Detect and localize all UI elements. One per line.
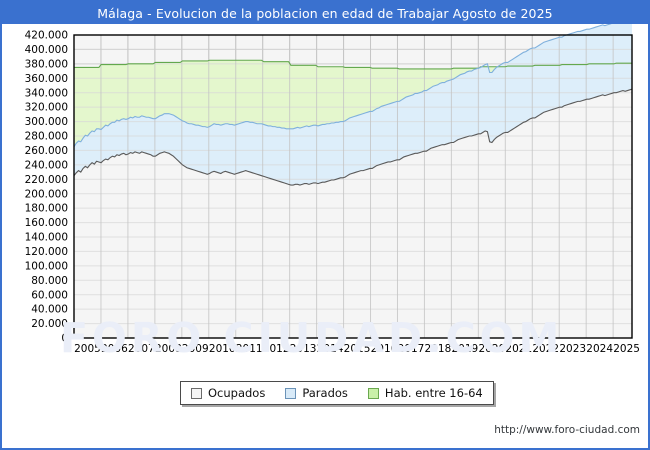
- y-axis-tick-label: 100.000: [25, 260, 68, 272]
- y-axis-tick-label: 20.000: [31, 318, 68, 330]
- legend-item-parados[interactable]: Parados: [285, 386, 348, 400]
- chart-legend: Ocupados Parados Hab. entre 16-64: [180, 381, 494, 405]
- y-axis-tick-label: 420.000: [25, 30, 68, 42]
- x-axis-tick-label: 2020: [478, 343, 505, 355]
- x-axis-tick-label: 2015: [344, 343, 371, 355]
- y-axis-tick-label: 80.000: [31, 275, 68, 287]
- x-axis-tick-label: 2022: [532, 343, 559, 355]
- legend-swatch-ocupados: [191, 387, 202, 399]
- y-axis-tick-label: 300.000: [25, 116, 68, 128]
- y-axis-tick-label: 400.000: [25, 44, 68, 56]
- legend-item-ocupados[interactable]: Ocupados: [191, 386, 265, 400]
- x-axis-tick-label: 2024: [586, 343, 613, 355]
- y-axis-tick-label: 320.000: [25, 102, 68, 114]
- chart-plot-container: FORO CIUDAD.COM 0 20.000 40.000 60.000 80.00…: [2, 24, 648, 448]
- x-axis-tick-label: 2013: [290, 343, 317, 355]
- x-axis-tick-label: 2008: [155, 343, 182, 355]
- legend-label-ocupados: Ocupados: [208, 386, 266, 400]
- window-title-bar: Málaga - Evolucion de la poblacion en ed…: [2, 2, 648, 24]
- line-parados: [73, 24, 612, 148]
- y-axis-tick-label: 60.000: [31, 289, 68, 301]
- x-axis-tick-label: 2016: [371, 343, 398, 355]
- y-axis-tick-label: 140.000: [25, 232, 68, 244]
- area-parados: [74, 24, 632, 186]
- x-axis-tick-label: 2009: [182, 343, 209, 355]
- legend-swatch-parados: [285, 387, 297, 399]
- line-ocupados: [73, 88, 633, 186]
- x-axis-tick-label: 2021: [505, 343, 532, 355]
- y-axis-tick-label: 380.000: [25, 58, 68, 70]
- legend-swatch-hab-16-64: [367, 387, 379, 399]
- y-axis-tick-label: 200.000: [25, 188, 68, 200]
- x-axis-tick-label: 2017: [398, 343, 425, 355]
- y-axis-tick-label: 120.000: [25, 246, 68, 258]
- legend-label-hab-16-64: Hab. entre 16-64: [384, 386, 483, 400]
- x-axis-tick-label: 2010: [209, 343, 236, 355]
- y-axis-tick-label: 340.000: [25, 87, 68, 99]
- x-axis-tick-label: 2018: [425, 343, 452, 355]
- x-axis-tick-label: 2014: [317, 343, 344, 355]
- line-hab-16-64: [74, 59, 632, 70]
- footer-url[interactable]: http://www.foro-ciudad.com: [494, 424, 640, 436]
- y-axis-tick-label: 260.000: [25, 145, 68, 157]
- x-axis-tick-label: 2019: [452, 343, 479, 355]
- y-axis-tick-label: 280.000: [25, 131, 68, 143]
- y-axis-tick-label: 180.000: [25, 203, 68, 215]
- x-axis-tick-label: 2012: [263, 343, 290, 355]
- x-axis-tick-label: 2025: [613, 343, 640, 355]
- y-axis-tick-label: 240.000: [25, 159, 68, 171]
- x-axis-tick-label: 2007: [128, 343, 155, 355]
- area-ocupados: [74, 89, 632, 338]
- y-axis-tick-label: 220.000: [25, 174, 68, 186]
- legend-label-parados: Parados: [302, 386, 348, 400]
- page-title: Málaga - Evolucion de la poblacion en ed…: [97, 5, 553, 21]
- x-axis-tick-label: 2011: [236, 343, 263, 355]
- legend-item-hab-16-64[interactable]: Hab. entre 16-64: [367, 386, 483, 400]
- y-axis-tick-label: 360.000: [25, 73, 68, 85]
- y-axis-tick-label: 0: [61, 333, 68, 345]
- x-axis-tick-label: 2023: [559, 343, 586, 355]
- area-hab-16-64: [74, 60, 632, 147]
- x-axis-tick-label: 2006: [101, 343, 128, 355]
- y-axis-tick-label: 160.000: [25, 217, 68, 229]
- x-axis-tick-label: 2005: [74, 343, 101, 355]
- stacked-area-chart: 0 20.000 40.000 60.000 80.000 100.000 120.000 1…: [25, 24, 640, 355]
- y-axis-tick-label: 40.000: [31, 304, 68, 316]
